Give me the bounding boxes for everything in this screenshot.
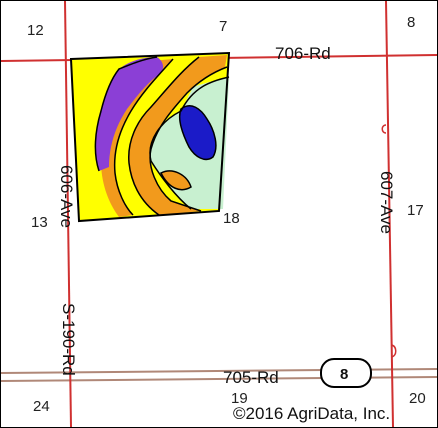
section-number-se: 20: [409, 390, 426, 407]
soil-unit-orange-3: [161, 170, 191, 190]
copyright-text: ©2016 AgriData, Inc.: [233, 404, 390, 423]
road-label-706-rd: 706-Rd: [275, 44, 331, 63]
route-shield-number: 8: [340, 366, 348, 383]
road-label-s-190-rd: S-190-Rd: [59, 303, 78, 376]
section-number-s-center: 19: [231, 390, 248, 407]
section-number-center: 18: [223, 210, 240, 227]
section-number-w-mid: 13: [31, 214, 48, 231]
soil-unit-purple: [95, 57, 164, 171]
section-number-nw: 12: [27, 22, 44, 39]
section-number-ne: 8: [407, 14, 415, 31]
soil-field: [69, 51, 231, 223]
road-label-705-rd: 705-Rd: [223, 368, 279, 387]
road-label-607-ave: 607-Ave: [377, 171, 396, 234]
road-markers: [381, 124, 397, 358]
section-number-sw: 24: [33, 398, 50, 415]
section-number-e-mid: 17: [407, 202, 424, 219]
road-label-606-ave: 606-Ave: [57, 165, 76, 228]
route-shield: 8: [320, 358, 372, 388]
field-boundary: [69, 51, 231, 223]
section-number-n-center: 7: [219, 18, 227, 35]
